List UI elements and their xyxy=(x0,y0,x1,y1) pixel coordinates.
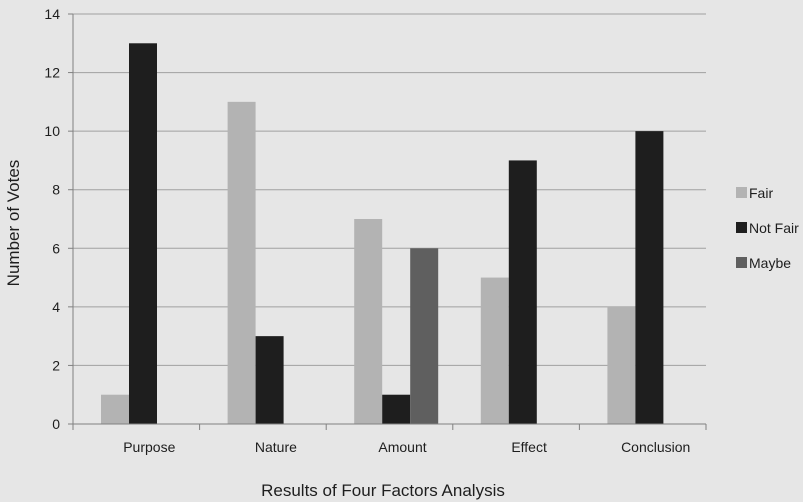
bar-fair-nature xyxy=(227,101,256,424)
y-axis-ticks: 0 2 4 6 8 10 12 14 xyxy=(44,6,73,432)
x-axis xyxy=(72,14,707,430)
y-tick-label: 0 xyxy=(52,416,60,432)
gridlines xyxy=(73,13,706,366)
legend-swatch xyxy=(736,222,747,233)
bar-not-fair-effect xyxy=(508,160,537,424)
x-tick-label: Conclusion xyxy=(621,439,690,455)
legend-label: Fair xyxy=(749,185,773,201)
bar-not-fair-nature xyxy=(255,336,284,424)
x-tick-label: Amount xyxy=(378,439,426,455)
y-tick-label: 10 xyxy=(44,123,60,139)
bars xyxy=(101,43,664,425)
bar-fair-amount xyxy=(354,219,383,424)
x-axis-title: Results of Four Factors Analysis xyxy=(261,481,505,500)
x-axis-ticks: Purpose Nature Amount Effect Conclusion xyxy=(123,439,690,455)
y-tick-label: 4 xyxy=(52,299,60,315)
bar-not-fair-amount xyxy=(382,394,411,424)
bar-not-fair-conclusion xyxy=(635,131,664,424)
legend-label: Maybe xyxy=(749,255,791,271)
x-tick-label: Purpose xyxy=(123,439,175,455)
bar-fair-purpose xyxy=(101,394,129,424)
bar-maybe-amount xyxy=(410,248,439,424)
bar-fair-conclusion xyxy=(607,306,636,424)
y-tick-label: 6 xyxy=(52,240,60,256)
y-tick-label: 12 xyxy=(44,65,60,81)
y-axis-title: Number of Votes xyxy=(4,160,23,287)
legend-swatch xyxy=(736,187,747,198)
x-tick-label: Effect xyxy=(511,439,547,455)
y-tick-label: 8 xyxy=(52,182,60,198)
bar-not-fair-purpose xyxy=(129,43,157,425)
legend-label: Not Fair xyxy=(749,220,799,236)
y-tick-label: 2 xyxy=(52,357,60,373)
legend: Fair Not Fair Maybe xyxy=(736,185,799,271)
y-tick-label: 14 xyxy=(44,6,60,22)
x-tick-label: Nature xyxy=(255,439,297,455)
bar-fair-effect xyxy=(480,277,509,424)
legend-swatch xyxy=(736,257,747,268)
